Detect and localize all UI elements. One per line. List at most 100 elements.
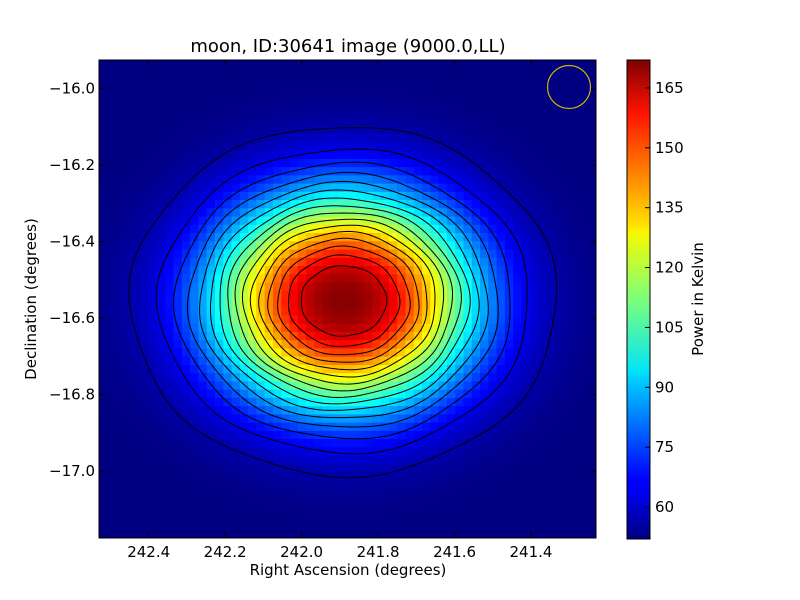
heatmap-cell — [156, 340, 166, 350]
heatmap-cell — [380, 233, 390, 242]
heatmap-cell — [181, 249, 191, 259]
heatmap-cell — [364, 389, 373, 399]
heatmap-cell — [107, 208, 117, 218]
heatmap-cell — [289, 109, 299, 119]
heatmap-cell — [223, 488, 233, 498]
heatmap-cell — [107, 257, 117, 267]
heatmap-cell — [322, 505, 332, 514]
heatmap-cell — [480, 331, 489, 341]
heatmap-cell — [364, 76, 373, 86]
heatmap-cell — [587, 447, 596, 457]
heatmap-cell — [314, 249, 324, 259]
heatmap-cell — [388, 364, 398, 374]
heatmap-cell — [430, 274, 440, 284]
heatmap-cell — [339, 191, 349, 201]
heatmap-cell — [330, 175, 340, 185]
heatmap-cell — [165, 224, 175, 234]
heatmap-cell — [488, 175, 498, 185]
heatmap-cell — [529, 249, 539, 259]
heatmap-cell — [314, 529, 324, 538]
heatmap-cell — [330, 414, 340, 424]
heatmap-cell — [140, 257, 150, 267]
heatmap-cell — [99, 200, 108, 209]
heatmap-cell — [306, 307, 315, 317]
heatmap-cell — [264, 430, 274, 440]
heatmap-cell — [306, 389, 315, 399]
heatmap-cell — [554, 125, 564, 135]
heatmap-cell — [214, 307, 224, 317]
heatmap-cell — [231, 307, 241, 317]
heatmap-cell — [231, 134, 241, 144]
heatmap-cell — [248, 208, 257, 218]
heatmap-cell — [165, 249, 175, 259]
heatmap-cell — [413, 439, 423, 448]
heatmap-cell — [347, 447, 357, 457]
heatmap-cell — [248, 381, 257, 391]
heatmap-cell — [571, 414, 581, 424]
heatmap-cell — [521, 323, 531, 333]
heatmap-cell — [156, 200, 166, 209]
heatmap-cell — [264, 282, 274, 292]
heatmap-cell — [107, 356, 117, 366]
contour-line — [288, 254, 401, 347]
heatmap-cell — [330, 200, 340, 209]
heatmap-cell — [364, 463, 373, 473]
heatmap-cell — [256, 414, 266, 424]
heatmap-cell — [165, 422, 175, 432]
heatmap-cell — [181, 183, 191, 193]
heatmap-cell — [446, 208, 456, 218]
heatmap-cell — [99, 488, 108, 498]
heatmap-cell — [322, 513, 332, 523]
heatmap-cell — [562, 60, 572, 69]
heatmap-cell — [546, 447, 556, 457]
heatmap-cell — [529, 241, 539, 251]
heatmap-cell — [190, 109, 199, 119]
heatmap-cell — [132, 117, 142, 127]
heatmap-cell — [190, 68, 199, 78]
heatmap-cell — [562, 282, 572, 292]
heatmap-cell — [165, 331, 175, 341]
heatmap-cell — [422, 68, 431, 78]
heatmap-cell — [289, 356, 299, 366]
heatmap-cell — [546, 364, 556, 374]
heatmap-cell — [405, 414, 415, 424]
heatmap-cell — [405, 241, 415, 251]
heatmap-cell — [455, 397, 465, 407]
heatmap-cell — [571, 208, 581, 218]
heatmap-cell — [347, 191, 357, 201]
heatmap-cell — [264, 331, 274, 341]
heatmap-cell — [314, 274, 324, 284]
heatmap-cell — [223, 307, 233, 317]
heatmap-cell — [422, 60, 431, 69]
contour-line — [186, 171, 499, 428]
heatmap-cell — [587, 480, 596, 490]
heatmap-cell — [173, 307, 183, 317]
heatmap-cell — [405, 430, 415, 440]
heatmap-cell — [546, 183, 556, 193]
heatmap-cell — [107, 233, 117, 242]
heatmap-cell — [413, 348, 423, 358]
heatmap-cell — [529, 480, 539, 490]
heatmap-cell — [256, 331, 266, 341]
heatmap-cell — [165, 134, 175, 144]
heatmap-cell — [214, 60, 224, 69]
heatmap-cell — [538, 101, 547, 111]
colorbar-tick-label: 150 — [655, 139, 684, 157]
heatmap-cell — [223, 101, 233, 111]
heatmap-cell — [504, 60, 514, 69]
heatmap-cell — [538, 60, 547, 69]
heatmap-cell — [239, 389, 249, 399]
heatmap-cell — [181, 134, 191, 144]
heatmap-cell — [364, 241, 373, 251]
heatmap-cell — [430, 505, 440, 514]
heatmap-cell — [115, 290, 125, 300]
heatmap-cell — [132, 134, 142, 144]
heatmap-cell — [156, 356, 166, 366]
heatmap-cell — [413, 521, 423, 531]
heatmap-cell — [538, 142, 547, 152]
heatmap-cell — [471, 356, 481, 366]
heatmap-cell — [397, 521, 407, 531]
heatmap-cell — [148, 241, 158, 251]
heatmap-cell — [156, 373, 166, 383]
heatmap-cell — [347, 109, 357, 119]
